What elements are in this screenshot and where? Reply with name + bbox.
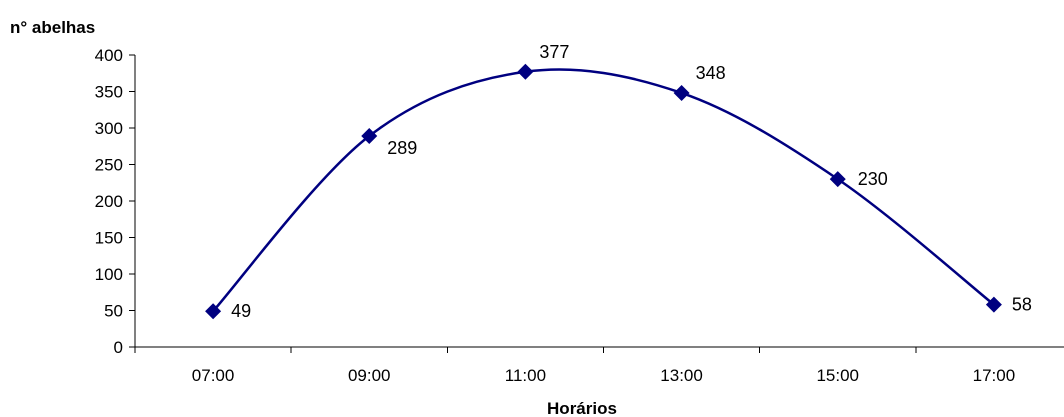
data-label: 49	[231, 301, 251, 321]
y-tick-label: 100	[95, 265, 123, 284]
y-tick-label: 250	[95, 156, 123, 175]
x-tick-label: 09:00	[348, 366, 391, 385]
data-point-marker	[829, 171, 846, 188]
y-tick-label: 200	[95, 192, 123, 211]
data-label: 348	[696, 63, 726, 83]
data-point-marker	[361, 128, 378, 145]
y-tick-label: 50	[104, 302, 123, 321]
series-line	[211, 68, 996, 313]
data-label: 58	[1012, 295, 1032, 315]
data-point-marker	[985, 296, 1002, 313]
series	[205, 63, 1002, 320]
data-point-marker	[517, 63, 534, 80]
data-point-marker	[205, 303, 222, 320]
x-tick-label: 11:00	[505, 366, 546, 385]
data-label: 377	[539, 42, 569, 62]
data-label: 289	[387, 138, 417, 158]
y-tick-label: 400	[95, 46, 123, 65]
y-axis-title: n° abelhas	[10, 18, 95, 37]
data-label: 230	[858, 169, 888, 189]
x-tick-label: 07:00	[192, 366, 235, 385]
x-tick-label: 17:00	[973, 366, 1016, 385]
y-tick-label: 300	[95, 119, 123, 138]
x-tick-label: 15:00	[816, 366, 859, 385]
y-tick-label: 150	[95, 229, 123, 248]
y-tick-label: 0	[114, 338, 123, 357]
x-axis-title: Horários	[547, 399, 617, 417]
x-tick-label: 13:00	[660, 366, 703, 385]
y-axis: 0 50 100 150 200 250 300 350 400	[95, 46, 136, 357]
x-axis: 07:00 09:00 11:00 13:00 15:00 17:00	[134, 346, 1064, 385]
data-labels: 49 289 377 348 230 58	[231, 42, 1032, 321]
y-tick-label: 350	[95, 83, 123, 102]
data-point-marker	[673, 84, 690, 101]
